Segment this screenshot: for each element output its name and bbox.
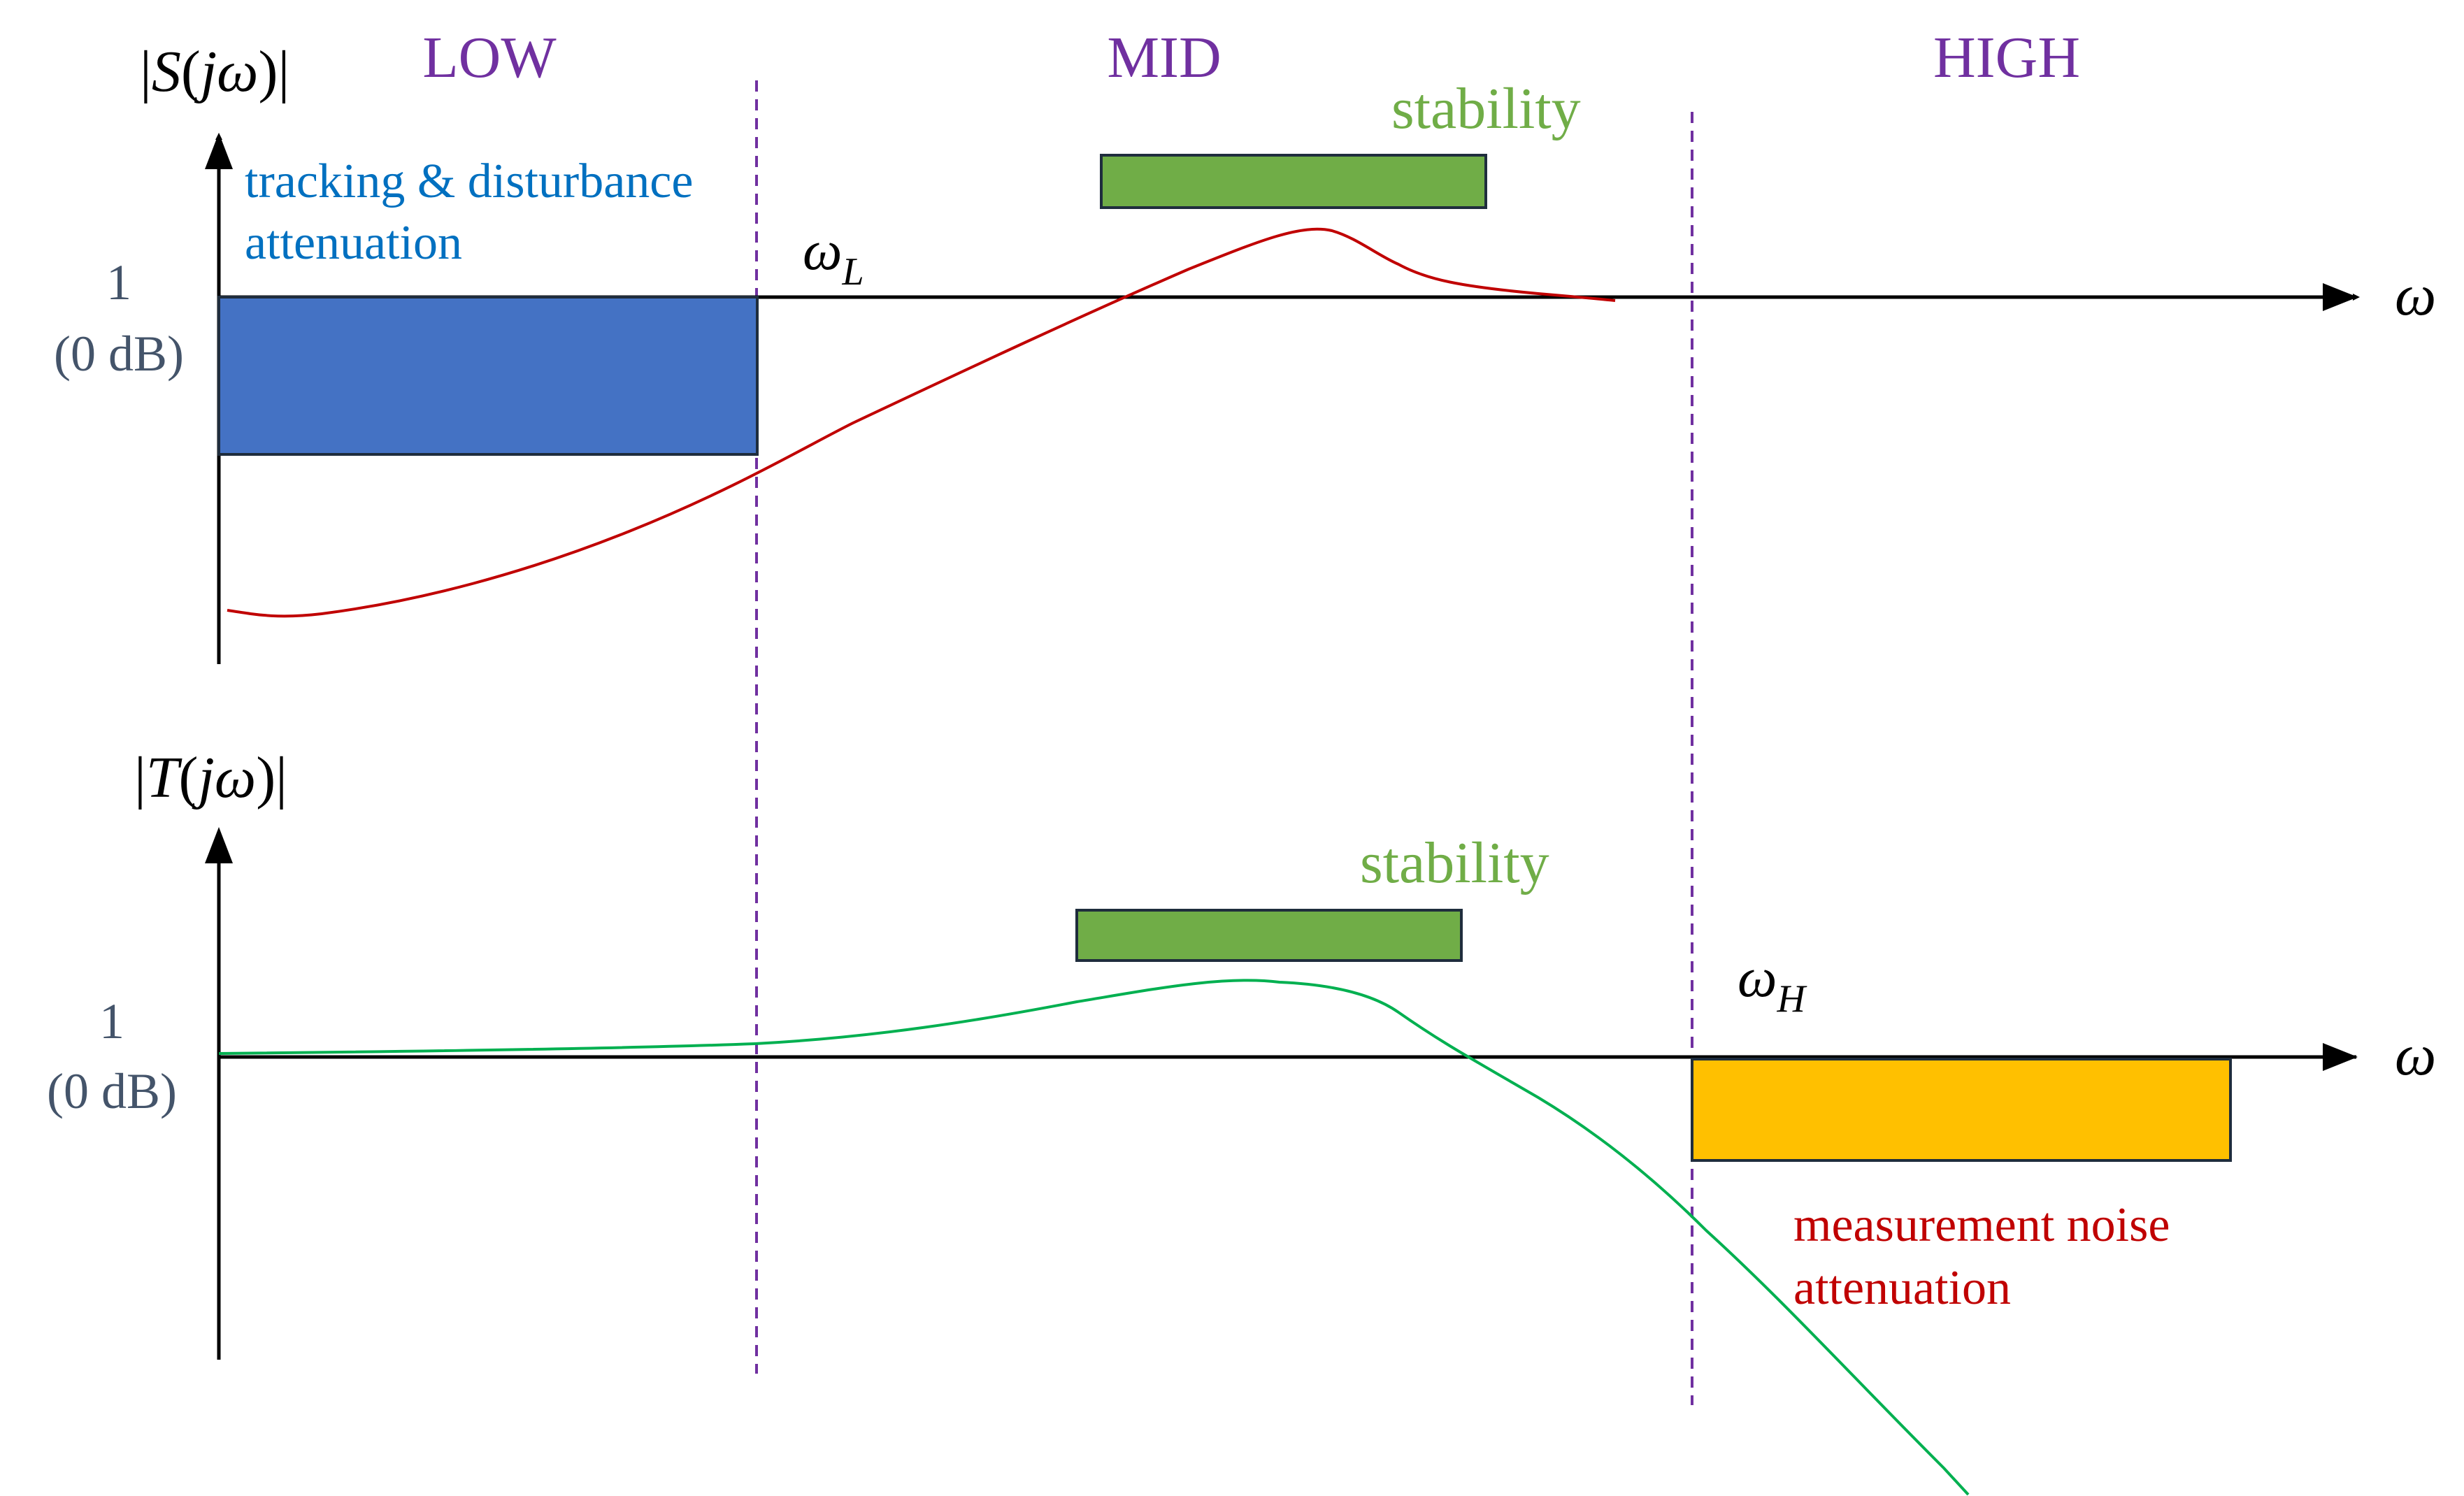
top-y-arrowhead: [205, 133, 233, 169]
complementary-sensitivity-curve: [218, 979, 1970, 1496]
high-noise-box: [1691, 1058, 2232, 1162]
low-tracking-box: [217, 296, 759, 456]
sensitivity-curve: [227, 227, 1616, 618]
bottom-stability-box: [1075, 909, 1463, 962]
bottom-tick-one: 1: [99, 993, 124, 1049]
low-spec-label-line2: attenuation: [245, 216, 462, 270]
region-label-high: HIGH: [1933, 25, 2080, 90]
top-tick-one: 1: [106, 254, 131, 310]
bottom-x-arrowhead: [2323, 1043, 2358, 1071]
top-stability-box: [1100, 154, 1487, 209]
omega-l-label: ωL: [803, 220, 864, 294]
bottom-y-arrowhead: [205, 827, 233, 863]
region-label-mid: MID: [1107, 25, 1221, 90]
region-label-low: LOW: [422, 25, 557, 90]
top-plot: |S(jω)| ω 1 (0 dB) tracking & disturbanc…: [54, 39, 2436, 664]
top-tick-db: (0 dB): [54, 326, 184, 382]
omega-h-label: ωH: [1738, 947, 1807, 1021]
top-ylabel: |S(jω)|: [140, 39, 289, 104]
bottom-plot: |T(jω)| ω 1 (0 dB) stability ωH measurem…: [47, 745, 2436, 1496]
bottom-x-axis-symbol: ω: [2395, 1023, 2436, 1088]
bottom-stability-label: stability: [1360, 830, 1549, 896]
top-x-arrowhead: [2323, 283, 2358, 311]
high-spec-label-line2: attenuation: [1793, 1261, 2011, 1315]
high-spec-label-line1: measurement noise: [1793, 1198, 2170, 1252]
low-spec-label-line1: tracking & disturbance: [245, 154, 693, 208]
top-x-axis-symbol: ω: [2395, 263, 2436, 328]
bottom-tick-db: (0 dB): [47, 1063, 177, 1119]
bottom-ylabel: |T(jω)|: [134, 745, 287, 810]
top-stability-label: stability: [1391, 76, 1581, 141]
